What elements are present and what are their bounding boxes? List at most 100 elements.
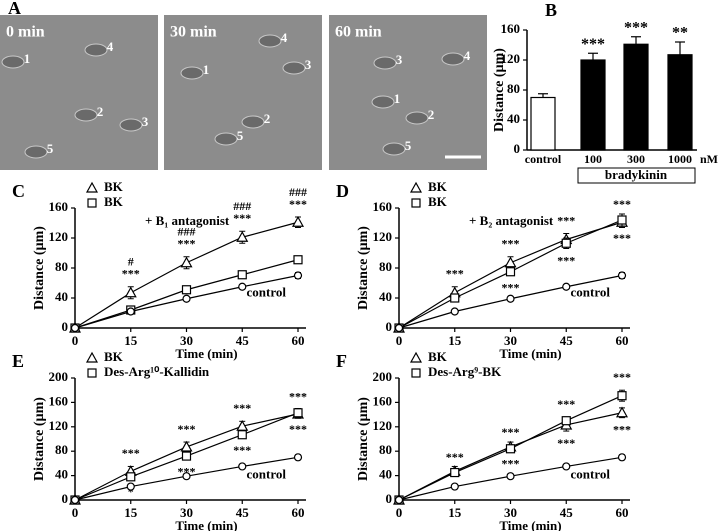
y-tick-label: 80 bbox=[379, 259, 392, 274]
marker-circle bbox=[450, 307, 459, 316]
marker-circle bbox=[562, 462, 571, 471]
marker-circle bbox=[126, 307, 135, 316]
x-tick-label: 30 bbox=[180, 333, 193, 348]
x-tick-label: 30 bbox=[180, 505, 193, 520]
legend-marker bbox=[411, 368, 421, 378]
significance: *** bbox=[233, 401, 251, 415]
marker-square bbox=[505, 267, 516, 277]
panel-label: C bbox=[12, 181, 25, 201]
y-tick-label: 40 bbox=[507, 111, 520, 126]
legend-marker bbox=[411, 198, 421, 208]
cell bbox=[24, 145, 48, 159]
x-tick-label: 45 bbox=[560, 505, 574, 520]
y-tick-label: 160 bbox=[501, 21, 521, 36]
x-tick-label: 15 bbox=[124, 505, 138, 520]
y-tick-label: 0 bbox=[386, 319, 393, 334]
x-tick-label: 15 bbox=[124, 333, 138, 348]
x-tick-label: 60 bbox=[616, 505, 629, 520]
marker-circle bbox=[238, 282, 247, 291]
time-label: 30 min bbox=[170, 24, 217, 41]
marker-square bbox=[561, 238, 571, 248]
cell bbox=[405, 111, 429, 125]
cell-number: 5 bbox=[47, 141, 54, 156]
significance: *** bbox=[502, 457, 520, 471]
legend-note: + B₁ antagonist bbox=[145, 213, 230, 228]
y-tick-label: 80 bbox=[379, 442, 392, 457]
significance: *** bbox=[613, 370, 631, 384]
significance: *** bbox=[581, 36, 605, 53]
x-tick-label: 60 bbox=[292, 333, 305, 348]
marker-circle bbox=[293, 271, 303, 280]
legend-marker bbox=[87, 368, 97, 378]
significance: *** bbox=[557, 213, 575, 227]
significance: ** bbox=[672, 25, 688, 42]
y-tick-label: 120 bbox=[373, 229, 393, 244]
marker-circle bbox=[506, 472, 515, 481]
marker-square bbox=[293, 255, 303, 265]
y-axis-label: Distance (µm) bbox=[356, 226, 371, 310]
panel-label: D bbox=[336, 181, 349, 201]
hash-significance: # bbox=[128, 255, 134, 269]
marker-circle bbox=[182, 472, 191, 481]
marker-square bbox=[126, 472, 136, 482]
marker-circle bbox=[126, 482, 135, 491]
marker-square bbox=[617, 391, 627, 401]
marker-circle bbox=[394, 323, 404, 333]
cell-number: 1 bbox=[203, 62, 210, 77]
significance: *** bbox=[289, 422, 307, 436]
marker-square bbox=[181, 285, 192, 295]
x-tick-label: 1000 bbox=[668, 152, 692, 166]
significance: *** bbox=[613, 422, 631, 436]
cell-number: 3 bbox=[396, 52, 403, 67]
bar bbox=[580, 59, 606, 151]
y-tick-label: 40 bbox=[55, 467, 68, 482]
legend-label: Des-Arg¹⁰-Kallidin bbox=[104, 364, 210, 379]
marker-square bbox=[450, 467, 460, 478]
cell bbox=[241, 115, 265, 129]
cell bbox=[371, 95, 395, 109]
significance: *** bbox=[557, 397, 575, 411]
y-tick-label: 80 bbox=[55, 259, 68, 274]
panel-label: F bbox=[336, 351, 347, 371]
x-tick-label: 60 bbox=[616, 333, 629, 348]
micrograph bbox=[0, 15, 158, 170]
cell-number: 1 bbox=[394, 91, 401, 106]
x-axis-label: Time (min) bbox=[175, 518, 237, 531]
x-tick-label: control bbox=[525, 152, 562, 166]
series-label: control bbox=[247, 466, 287, 481]
time-label: 60 min bbox=[335, 24, 382, 41]
x-tick-label: 100 bbox=[584, 152, 602, 166]
y-axis-label: Distance (µm) bbox=[32, 226, 47, 310]
significance: *** bbox=[122, 446, 140, 460]
cell-number: 4 bbox=[281, 30, 288, 45]
legend-label: BK bbox=[428, 179, 448, 194]
y-tick-label: 40 bbox=[379, 467, 392, 482]
significance: *** bbox=[613, 197, 631, 211]
micrograph bbox=[329, 15, 487, 170]
x-tick-label: 0 bbox=[72, 333, 79, 348]
cell bbox=[180, 66, 204, 80]
x-tick-label: 45 bbox=[236, 505, 250, 520]
marker-square bbox=[561, 416, 571, 426]
series-label: control bbox=[247, 284, 287, 299]
marker-triangle bbox=[124, 286, 137, 298]
marker-circle bbox=[450, 482, 459, 491]
y-tick-label: 120 bbox=[49, 418, 69, 433]
significance: *** bbox=[122, 267, 140, 281]
significance: *** bbox=[233, 443, 251, 457]
x-tick-label: 0 bbox=[72, 505, 79, 520]
y-tick-label: 120 bbox=[49, 229, 69, 244]
cell-number: 3 bbox=[305, 57, 312, 72]
cell-number: 2 bbox=[264, 111, 271, 126]
micrograph bbox=[164, 15, 322, 170]
marker-square bbox=[237, 430, 247, 440]
significance: *** bbox=[502, 280, 520, 294]
significance: * bbox=[128, 485, 134, 499]
cell bbox=[258, 34, 282, 48]
marker-triangle bbox=[615, 406, 629, 418]
significance: *** bbox=[289, 389, 307, 403]
cell-number: 2 bbox=[428, 107, 435, 122]
x-tick-label: 300 bbox=[627, 152, 645, 166]
series-label: control bbox=[571, 284, 611, 299]
marker-square bbox=[505, 444, 516, 454]
